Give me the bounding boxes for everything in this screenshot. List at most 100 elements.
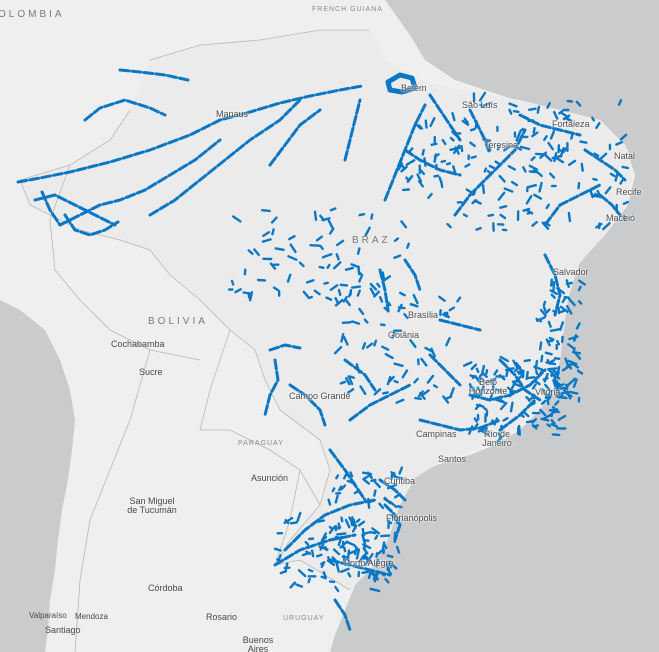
river-fragment	[551, 410, 560, 414]
river-se-4	[348, 383, 412, 422]
river-fragment	[412, 293, 419, 305]
river-se-2	[418, 418, 502, 432]
river-fragment	[394, 493, 402, 499]
river-fragment	[438, 176, 443, 184]
river-fragment	[261, 238, 272, 243]
river-fragment	[591, 116, 595, 122]
river-fragment	[449, 387, 455, 397]
river-fragment	[545, 308, 551, 314]
river-fragment	[340, 484, 347, 491]
river-fragment	[261, 209, 271, 213]
river-fragment	[358, 307, 365, 316]
river-fragment	[533, 193, 543, 200]
river-fragment	[307, 295, 313, 300]
river-fragment	[543, 306, 547, 313]
river-fragment	[401, 369, 409, 379]
river-fragment	[538, 369, 544, 377]
river-fragment	[373, 480, 381, 489]
river-fragment	[542, 300, 547, 307]
river-fragment	[469, 127, 476, 132]
river-fragment	[563, 295, 571, 299]
river-fragment	[549, 328, 561, 332]
river-fragment	[274, 247, 285, 251]
river-fragment	[498, 174, 506, 183]
river-fragment	[341, 321, 352, 324]
river-fragment	[393, 379, 399, 384]
river-fragment	[405, 159, 416, 166]
river-fragment	[599, 152, 608, 161]
river-fragment	[525, 194, 533, 205]
river-fragment	[540, 399, 547, 405]
river-fragment	[343, 336, 349, 346]
river-fragment	[539, 408, 547, 417]
river-fragment	[536, 105, 541, 114]
river-fragment	[329, 207, 337, 212]
river-fragment	[531, 383, 537, 390]
river-fragment	[481, 184, 486, 195]
river-fragment	[347, 549, 358, 555]
river-fragment	[400, 165, 408, 173]
river-fragment	[531, 424, 538, 430]
river-fragment	[427, 192, 433, 199]
river-tocantins	[383, 103, 427, 202]
river-fragment	[566, 99, 574, 103]
river-fragment	[334, 585, 340, 593]
river-fragment	[395, 398, 405, 404]
river-fragment	[430, 142, 438, 146]
river-fragment	[327, 219, 334, 229]
river-fragment	[445, 162, 452, 166]
river-fragment	[271, 228, 275, 236]
river-fragment	[373, 388, 382, 396]
river-fragment	[385, 563, 390, 571]
river-fragment	[335, 474, 340, 480]
river-fragment	[546, 423, 552, 428]
river-fragment	[452, 165, 457, 175]
river-fragment	[375, 558, 379, 568]
river-fragment	[568, 298, 576, 307]
river-fragment	[505, 368, 509, 378]
river-fragment	[525, 370, 529, 381]
river-fragment	[489, 392, 494, 402]
river-fragment	[363, 318, 369, 324]
river-fragment	[384, 578, 390, 584]
river-fragment	[440, 159, 447, 163]
river-fragment	[484, 143, 490, 153]
river-fragment	[568, 390, 579, 395]
river-fragment	[448, 306, 456, 312]
river-fragment	[301, 551, 311, 557]
river-fragment	[560, 111, 567, 117]
river-fragment	[420, 357, 428, 367]
river-fragment	[568, 335, 579, 341]
river-fragment	[499, 205, 508, 209]
river-fragment	[374, 534, 379, 540]
river-fragment	[319, 245, 324, 250]
river-fragment	[473, 417, 478, 423]
river-fragment	[344, 298, 351, 307]
river-fragment	[326, 263, 331, 269]
river-fragment	[416, 173, 423, 183]
river-amazon	[16, 84, 364, 184]
river-fragment	[512, 110, 520, 113]
river-fragment	[622, 200, 629, 205]
river-fragment	[621, 165, 630, 170]
river-fragment	[481, 371, 488, 378]
river-fragment	[470, 386, 477, 394]
river-ne-2	[518, 113, 582, 137]
river-fragment	[313, 210, 318, 221]
river-fragment	[373, 489, 377, 497]
river-fragment	[545, 203, 550, 210]
river-fragment	[617, 99, 623, 106]
river-fragment	[253, 248, 260, 256]
river-fragment	[323, 545, 328, 552]
river-fragment	[424, 119, 428, 129]
river-fragment	[376, 282, 381, 288]
river-fragment	[351, 285, 362, 289]
river-fragment	[346, 479, 357, 485]
river-fragment	[289, 243, 297, 254]
river-south-2	[273, 533, 357, 567]
river-fragment	[327, 498, 332, 506]
river-fragment	[548, 359, 556, 364]
river-fragment	[441, 138, 447, 146]
